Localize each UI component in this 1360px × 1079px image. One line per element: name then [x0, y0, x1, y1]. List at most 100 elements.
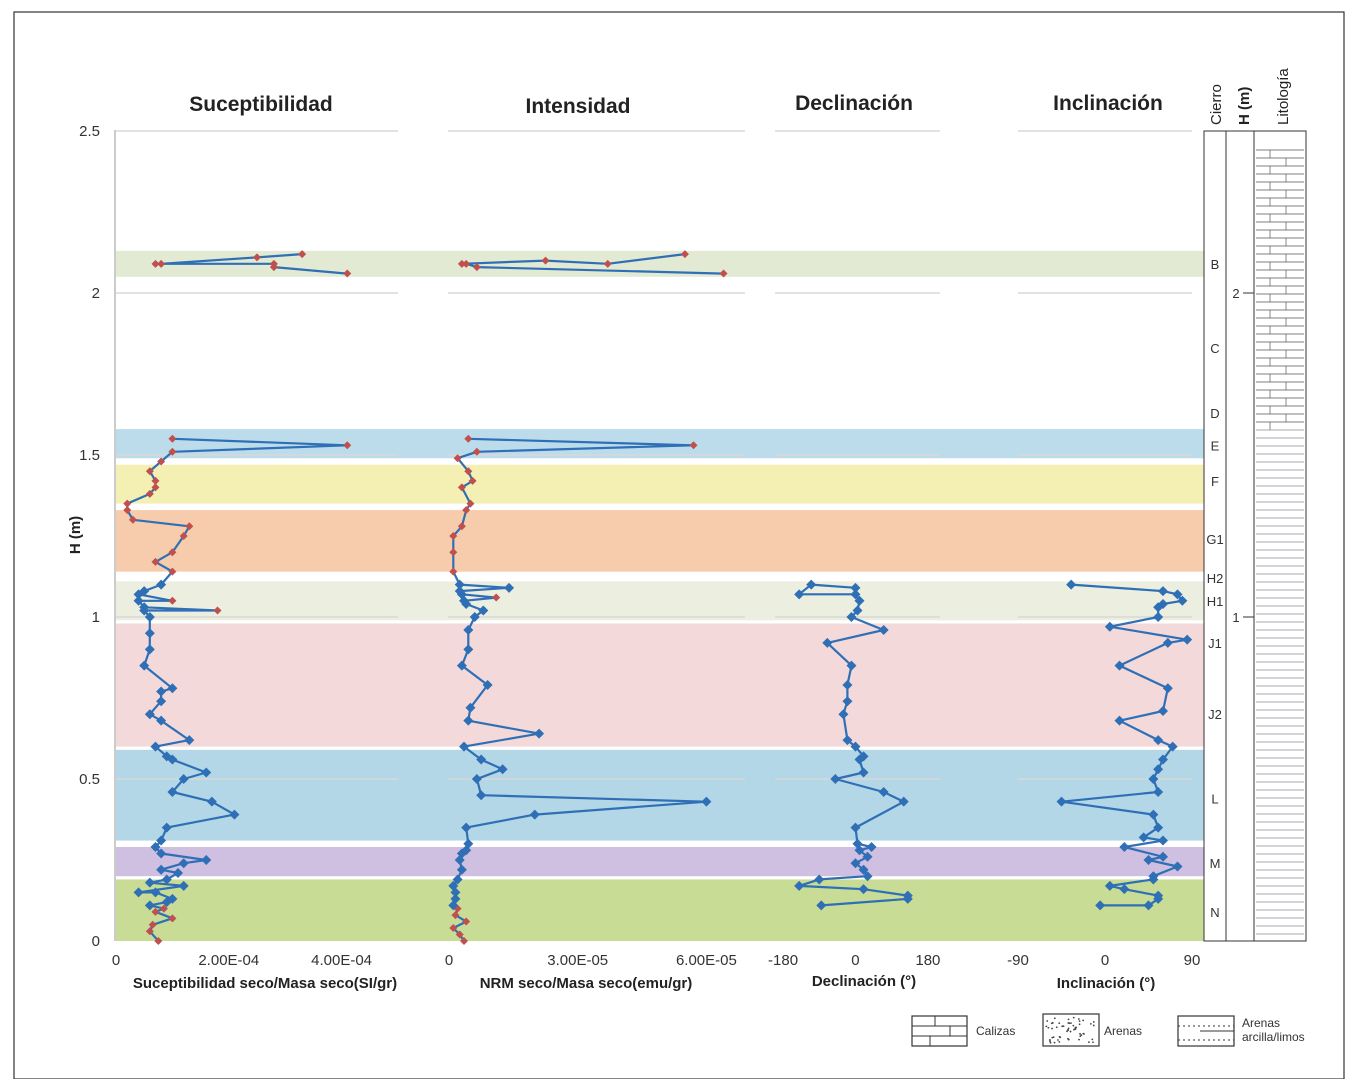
data-point	[466, 499, 475, 508]
sand-dot	[1046, 1020, 1049, 1022]
data-series	[123, 250, 1193, 945]
data-point	[1153, 822, 1164, 833]
sand-dot	[1078, 1038, 1080, 1041]
sand-dot	[1082, 1019, 1085, 1022]
data-point	[213, 606, 222, 615]
data-point	[455, 930, 464, 939]
data-point	[128, 515, 137, 524]
data-point	[1119, 884, 1130, 895]
sand-dot	[1051, 1036, 1054, 1039]
h-column-tick-label: 2	[1232, 286, 1239, 301]
data-point	[168, 914, 177, 923]
data-point	[168, 596, 177, 605]
sand-dot	[1079, 1032, 1081, 1035]
data-point	[814, 874, 825, 885]
sand-dot	[1067, 1038, 1070, 1041]
data-point	[178, 774, 189, 784]
data-point	[167, 893, 178, 904]
legend-item-calizas: Calizas	[911, 1015, 1015, 1047]
data-point	[133, 595, 144, 606]
data-point	[151, 476, 160, 485]
data-point	[144, 612, 155, 622]
data-point	[862, 851, 873, 862]
data-point	[858, 751, 869, 762]
sand-dot	[1057, 1039, 1059, 1041]
data-point	[492, 593, 501, 602]
y-tick-label: 1	[92, 609, 100, 626]
data-point	[858, 884, 869, 895]
sand-dot	[1058, 1022, 1061, 1025]
sand-dot	[1053, 1017, 1056, 1020]
data-point	[866, 842, 877, 853]
data-point	[150, 887, 161, 898]
sand-dot	[1051, 1027, 1053, 1030]
sand-dot	[1078, 1020, 1081, 1023]
data-point	[816, 900, 827, 911]
cierro-label: F	[1211, 474, 1219, 489]
data-point	[534, 728, 545, 739]
data-point	[168, 434, 177, 443]
data-point	[1153, 735, 1164, 746]
cierro-label: C	[1210, 341, 1219, 356]
data-point	[448, 880, 459, 891]
data-point	[157, 457, 166, 466]
data-point	[1158, 835, 1168, 846]
data-point	[858, 864, 869, 875]
sand-dot	[1067, 1027, 1070, 1030]
data-point	[463, 624, 474, 635]
data-point	[1172, 861, 1183, 872]
data-point	[157, 259, 166, 268]
sand-dot	[1047, 1026, 1050, 1029]
data-point	[298, 250, 307, 259]
data-point	[343, 269, 352, 278]
data-point	[453, 454, 462, 463]
lithology-pattern	[1256, 149, 1304, 935]
data-point	[269, 259, 278, 268]
data-point	[478, 605, 489, 616]
data-point	[161, 751, 172, 762]
data-point	[854, 595, 865, 606]
cierro-label: H2	[1207, 571, 1224, 586]
data-point	[449, 924, 458, 933]
data-point	[156, 848, 167, 859]
data-point	[173, 867, 184, 878]
data-point	[497, 764, 508, 775]
data-point	[1158, 599, 1168, 610]
data-point	[1066, 579, 1077, 590]
lithology-column	[1253, 130, 1307, 942]
data-point	[1158, 586, 1168, 597]
data-point	[462, 259, 471, 268]
data-point	[156, 864, 167, 875]
data-point	[201, 855, 212, 865]
data-point	[472, 447, 481, 456]
data-point	[156, 715, 167, 726]
data-point	[1148, 809, 1159, 820]
data-point	[476, 790, 487, 801]
data-point	[449, 532, 458, 540]
data-point	[1138, 832, 1149, 843]
data-point	[471, 774, 482, 784]
cierro-label: N	[1210, 905, 1219, 920]
data-point	[151, 483, 160, 492]
data-point	[457, 522, 466, 531]
sand-dot	[1072, 1024, 1075, 1027]
data-point	[151, 907, 160, 916]
data-point	[253, 253, 261, 262]
sand-dot	[1067, 1018, 1070, 1021]
cierro-label: H1	[1207, 594, 1224, 609]
data-point	[456, 864, 467, 875]
x-tick-labels: 0 2.00E-04 4.00E-04 0 3.00E-05 6.00E-05 -180 0 1…	[112, 952, 1201, 969]
data-point	[878, 624, 889, 635]
data-point	[462, 917, 471, 926]
data-point	[902, 890, 913, 901]
data-point	[464, 434, 473, 443]
sand-dot	[1082, 1032, 1085, 1035]
x-tick-label: 0	[1101, 952, 1109, 969]
data-point	[465, 702, 476, 713]
data-point	[456, 660, 467, 671]
data-point	[156, 686, 167, 697]
data-point	[701, 796, 712, 807]
sand-dot	[1068, 1022, 1071, 1025]
data-point	[459, 741, 470, 752]
sand-dot	[1073, 1028, 1075, 1031]
